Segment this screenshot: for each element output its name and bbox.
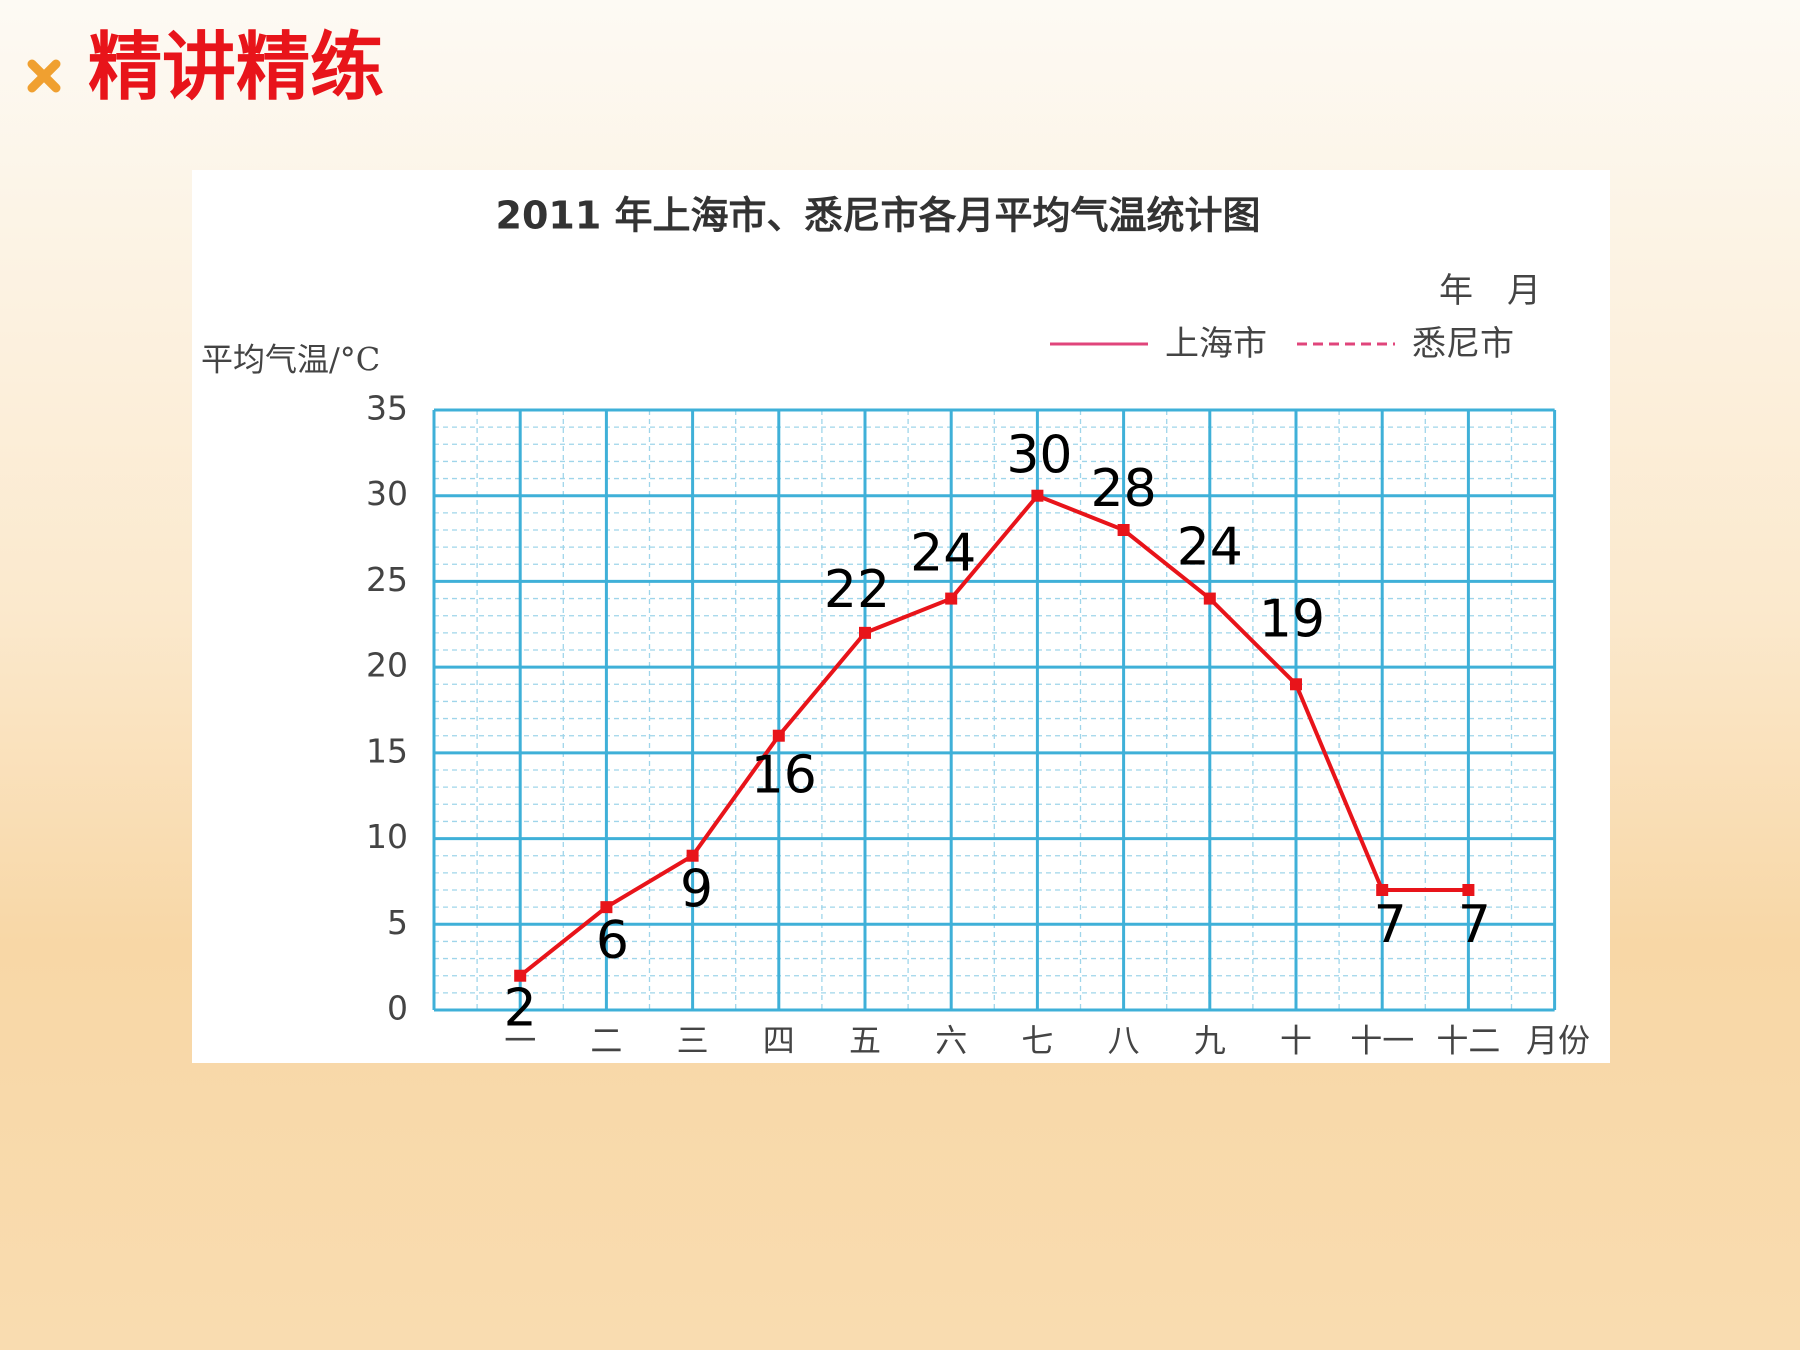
x-tick-label: 十二 [1436,1022,1500,1060]
data-point [514,969,527,982]
data-label: 7 [1458,895,1491,955]
data-point [1117,524,1130,536]
bullet-icon [27,59,61,93]
data-label: 9 [680,860,713,920]
slide-title: 精讲精练 [88,25,384,111]
data-label: 2 [504,979,537,1039]
x-tick-label: 十 [1280,1022,1312,1060]
data-line [518,493,1469,978]
data-point [1290,678,1302,691]
y-tick-label: 20 [366,646,408,685]
y-tick-label: 25 [366,560,408,599]
x-tick-label: 四 [763,1022,795,1060]
data-label: 30 [1006,426,1072,486]
data-label: 19 [1259,589,1325,649]
data-point [1203,592,1216,605]
y-tick-label: 10 [366,817,408,856]
data-label: 24 [1177,518,1243,578]
x-tick-label: 五 [849,1022,881,1060]
x-tick-label: 八 [1108,1022,1140,1060]
data-label: 7 [1374,895,1407,955]
x-tick-label: 十一 [1350,1022,1414,1060]
data-point [772,729,785,742]
legend-label: 上海市 [1165,324,1267,364]
chart-title: 2011 年上海市、悉尼市各月平均气温统计图 [496,194,1261,238]
y-tick-label: 35 [366,389,408,428]
legend-label: 悉尼市 [1412,324,1514,364]
y-tick-label: 0 [387,989,408,1028]
data-label: 28 [1091,459,1157,519]
x-tick-label: 一 [504,1022,536,1060]
date-label: 年 月 [1439,271,1541,311]
x-tick-label: 九 [1194,1022,1226,1060]
x-tick-label: 三 [677,1022,709,1060]
y-tick-label: 5 [387,903,408,942]
data-label: 24 [910,524,976,584]
y-tick-label: 30 [366,474,408,513]
x-tick-label: 七 [1021,1022,1053,1060]
data-point [1376,884,1389,896]
data-label: 16 [751,746,817,806]
data-point [859,626,871,639]
data-point [1031,489,1044,502]
data-point [600,901,613,914]
y-tick-label: 15 [366,731,408,770]
x-axis-label: 月份 [1526,1022,1590,1060]
data-label: 22 [824,560,890,620]
x-tick-label: 六 [935,1022,967,1060]
plot: 05101520253035一二三四五六七八九十十一 十二 月份上海市 悉尼市2691… [366,324,1590,1060]
data-point [1462,884,1475,896]
y-axis-label: 平均气温/°C [201,341,380,379]
x-tick-label: 二 [590,1022,622,1060]
data-label: 6 [596,911,629,971]
data-point [945,592,958,605]
data-point [686,849,699,862]
